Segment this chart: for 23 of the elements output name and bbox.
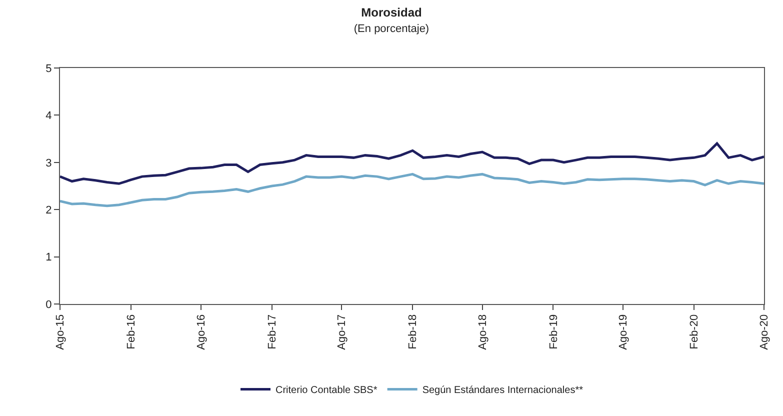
x-tick-label: Ago-19 xyxy=(618,314,630,350)
x-tick-label: Ago-15 xyxy=(54,314,67,350)
y-tick-label: 5 xyxy=(46,62,52,75)
y-tick-label: 1 xyxy=(46,252,52,264)
x-tick-label: Ago-18 xyxy=(476,314,489,350)
y-tick-label: 4 xyxy=(46,110,52,122)
legend-label: Según Estándares Internacionales** xyxy=(422,385,584,396)
line-series xyxy=(60,172,764,208)
x-tick-label: Feb-18 xyxy=(407,314,420,350)
x-tick-label: Feb-20 xyxy=(688,314,700,350)
y-tick-label: 2 xyxy=(46,204,52,216)
legend-label: Criterio Contable SBS* xyxy=(276,385,378,396)
x-tick-label: Ago-20 xyxy=(758,314,771,350)
chart-title: Morosidad xyxy=(361,6,422,20)
x-tick-label: Ago-17 xyxy=(336,314,348,350)
x-tick-label: Feb-17 xyxy=(266,314,279,350)
y-tick-label: 3 xyxy=(46,157,52,170)
chart-subtitle: (En porcentaje) xyxy=(354,23,430,36)
x-tick-label: Ago-16 xyxy=(196,314,208,350)
line-series xyxy=(60,142,764,185)
x-tick-label: Feb-16 xyxy=(125,314,138,350)
y-tick-label: 0 xyxy=(46,298,52,311)
x-tick-label: Feb-19 xyxy=(548,314,560,350)
